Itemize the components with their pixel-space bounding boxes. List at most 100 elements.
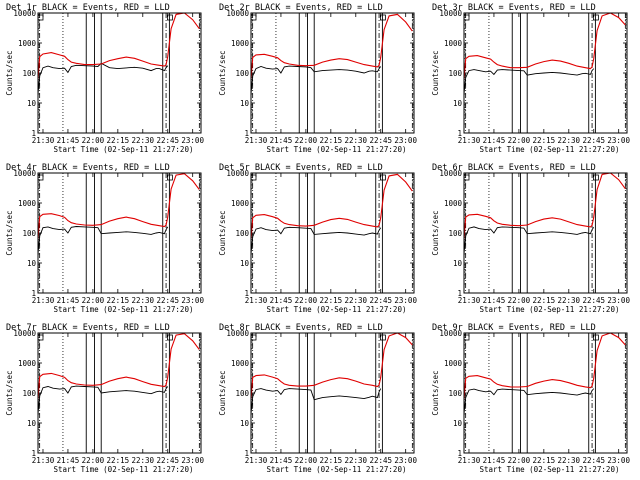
events-series-line [251, 226, 382, 255]
series-group [464, 173, 626, 255]
y-tick-label: 10 [27, 99, 37, 108]
x-tick-label: 22:00 [82, 136, 105, 145]
x-tick-label: 22:15 [320, 296, 343, 305]
y-tick-label: 1 [31, 129, 36, 138]
plot-frame [463, 172, 628, 294]
y-tick-label: 1 [31, 449, 36, 458]
x-tick-label: 21:45 [483, 136, 506, 145]
series-group [464, 13, 626, 95]
y-axis-label: Counts/sec [431, 50, 440, 95]
detector-panel-6: Det 6r BLACK = Events, RED = LLD 1 10 100 10… [431, 163, 630, 314]
series-group [38, 333, 200, 415]
x-tick-label: 22:00 [508, 136, 531, 145]
y-tick-label: 1 [244, 449, 249, 458]
x-axis-label: Start Time (02-Sep-11 21:27:20) [54, 145, 194, 154]
lld-series-line [38, 13, 200, 80]
y-tick-label: 10000 [439, 9, 462, 18]
x-tick-label: 21:45 [57, 296, 80, 305]
x-tick-label: 23:00 [394, 136, 417, 145]
x-tick-label: 22:45 [582, 456, 605, 465]
x-tick-label: 21:45 [57, 136, 80, 145]
detector-panel-4: Det 4r BLACK = Events, RED = LLD 1 10 100 10… [5, 163, 204, 314]
x-tick-label: 22:45 [156, 136, 179, 145]
panel-title: Det 1r BLACK = Events, RED = LLD [6, 3, 170, 13]
y-tick-label: 1000 [18, 39, 37, 48]
x-tick-label: 22:00 [295, 456, 318, 465]
y-tick-label: 1000 [444, 199, 463, 208]
x-tick-label: 22:30 [344, 456, 367, 465]
x-tick-label: 22:00 [82, 456, 105, 465]
x-tick-label: 22:00 [508, 296, 531, 305]
x-tick-label: 23:00 [394, 296, 417, 305]
saa-marker [592, 174, 599, 181]
panel-title: Det 3r BLACK = Events, RED = LLD [432, 3, 596, 13]
x-tick-label: 23:00 [181, 136, 204, 145]
x-tick-label: 21:45 [270, 456, 293, 465]
y-tick-label: 10000 [13, 329, 36, 338]
x-tick-label: 21:30 [458, 456, 481, 465]
series-group [464, 333, 626, 415]
x-tick-label: 22:15 [320, 136, 343, 145]
x-tick-label: 22:45 [156, 296, 179, 305]
y-axis-label: Counts/sec [5, 50, 14, 95]
x-axis-label: Start Time (02-Sep-11 21:27:20) [480, 145, 620, 154]
series-group [38, 173, 200, 255]
detector-panel-7: Det 7r BLACK = Events, RED = LLD 1 10 100 10… [5, 323, 204, 474]
y-tick-label: 1000 [231, 39, 250, 48]
y-axis-label: Counts/sec [431, 210, 440, 255]
saa-marker [379, 174, 386, 181]
y-axis-label: Counts/sec [218, 50, 227, 95]
panel-title: Det 9r BLACK = Events, RED = LLD [432, 323, 596, 333]
x-tick-label: 22:45 [369, 136, 392, 145]
x-tick-label: 22:00 [508, 456, 531, 465]
detector-panel-2: Det 2r BLACK = Events, RED = LLD 1 10 100 10… [218, 3, 417, 154]
x-tick-label: 22:00 [295, 136, 318, 145]
y-tick-label: 100 [22, 389, 36, 398]
saa-marker [166, 334, 173, 341]
y-tick-label: 100 [448, 69, 462, 78]
plot-frame [37, 172, 202, 294]
events-series-line [251, 65, 382, 95]
y-tick-label: 10 [240, 419, 250, 428]
x-tick-label: 22:30 [557, 136, 580, 145]
y-tick-label: 10 [453, 99, 463, 108]
y-axis-label: Counts/sec [431, 370, 440, 415]
x-tick-label: 22:45 [582, 136, 605, 145]
lld-series-line [251, 333, 413, 400]
x-tick-label: 21:30 [458, 136, 481, 145]
lld-series-line [251, 173, 413, 240]
x-tick-label: 21:45 [483, 296, 506, 305]
x-axis-label: Start Time (02-Sep-11 21:27:20) [480, 465, 620, 474]
y-tick-label: 1 [244, 289, 249, 298]
panel-title: Det 8r BLACK = Events, RED = LLD [219, 323, 383, 333]
y-tick-label: 10 [453, 419, 463, 428]
x-axis-label: Start Time (02-Sep-11 21:27:20) [54, 305, 194, 314]
panel-title: Det 6r BLACK = Events, RED = LLD [432, 163, 596, 173]
x-tick-label: 21:45 [270, 296, 293, 305]
plot-frame [37, 332, 202, 454]
x-tick-label: 21:45 [57, 456, 80, 465]
x-axis-label: Start Time (02-Sep-11 21:27:20) [480, 305, 620, 314]
x-tick-label: 22:15 [320, 456, 343, 465]
x-tick-label: 21:30 [458, 296, 481, 305]
y-tick-label: 10 [27, 419, 37, 428]
y-tick-label: 1 [244, 129, 249, 138]
x-tick-label: 22:15 [107, 296, 130, 305]
series-group [251, 13, 413, 95]
y-tick-label: 1000 [18, 199, 37, 208]
y-tick-label: 10000 [226, 9, 249, 18]
y-tick-label: 1000 [231, 359, 250, 368]
x-tick-label: 21:30 [32, 136, 55, 145]
x-tick-label: 22:30 [131, 296, 154, 305]
y-tick-label: 10000 [439, 169, 462, 178]
y-tick-label: 100 [448, 389, 462, 398]
x-tick-label: 22:45 [369, 456, 392, 465]
saa-marker [379, 14, 386, 21]
plot-frame [37, 12, 202, 134]
y-tick-label: 1 [457, 449, 462, 458]
panel-title: Det 2r BLACK = Events, RED = LLD [219, 3, 383, 13]
x-tick-label: 22:00 [295, 296, 318, 305]
lld-series-line [464, 333, 626, 400]
events-series-line [464, 388, 595, 415]
y-tick-label: 1 [457, 289, 462, 298]
